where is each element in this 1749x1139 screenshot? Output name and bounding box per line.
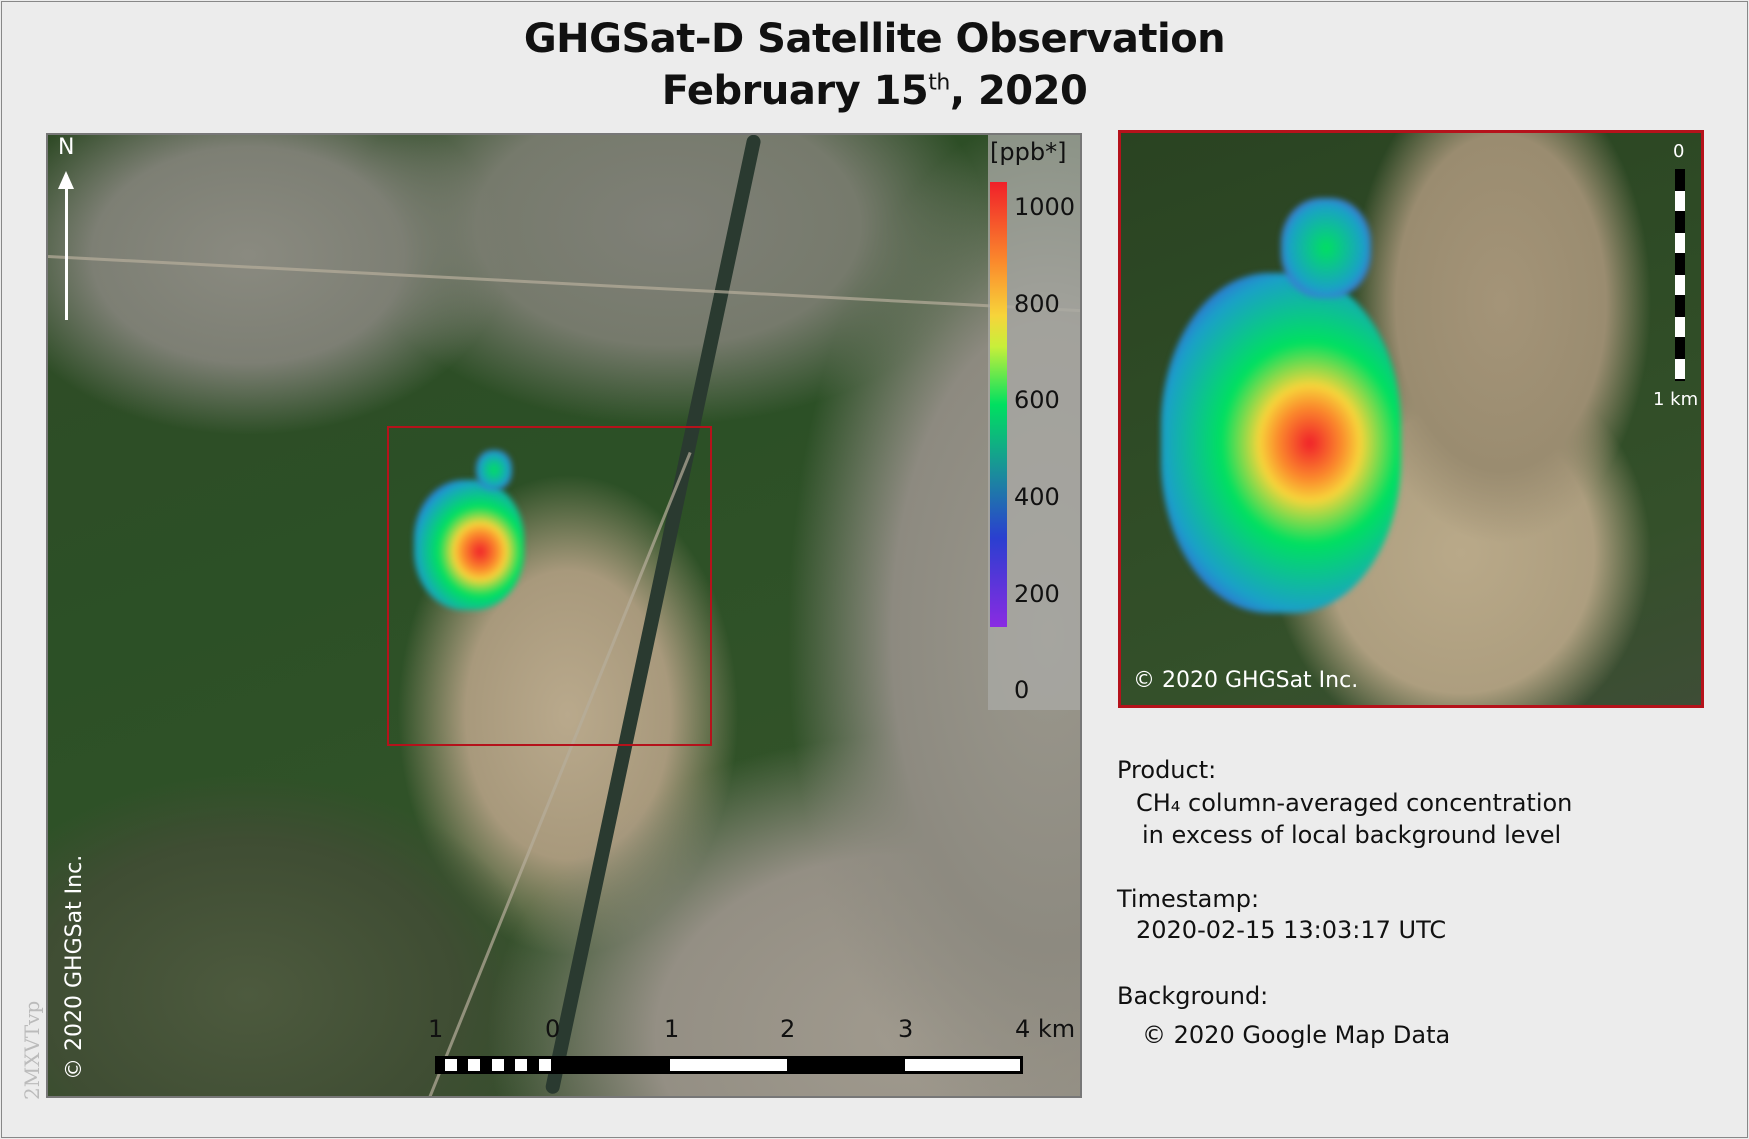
- colorbar-tick: 400: [1014, 483, 1060, 511]
- title-year: , 2020: [949, 68, 1088, 114]
- title-date-suffix: th: [928, 70, 950, 96]
- colorbar: [990, 182, 1007, 627]
- product-line-1: CH₄ column-averaged concentration: [1136, 789, 1573, 817]
- road: [48, 255, 1080, 313]
- scale-label: 2: [780, 1015, 796, 1043]
- colorbar-tick: 800: [1014, 290, 1060, 318]
- watermark: 2MXVTvp: [20, 1000, 44, 1100]
- colorbar-tick: 600: [1014, 386, 1060, 414]
- scale-label: 1: [664, 1015, 680, 1043]
- inset-scale-bottom: 1 km: [1653, 389, 1699, 410]
- methane-plume-lobe-zoomed: [1281, 198, 1371, 298]
- timestamp-label: Timestamp:: [1117, 885, 1260, 913]
- inset-map: 0 1 km © 2020 GHGSat Inc.: [1118, 130, 1704, 708]
- scale-label: 1: [428, 1015, 444, 1043]
- scale-label: 0: [545, 1015, 561, 1043]
- colorbar-tick: 1000: [1014, 193, 1076, 221]
- title-line-2: February 15th, 2020: [0, 68, 1749, 114]
- methane-plume-lobe: [476, 450, 512, 490]
- methane-plume-zoomed: [1161, 273, 1401, 613]
- north-arrow-icon: [58, 171, 74, 320]
- scale-bar: [435, 1056, 1023, 1074]
- title-line-1: GHGSat-D Satellite Observation: [523, 16, 1226, 62]
- satellite-map: N: [46, 133, 1082, 1098]
- timestamp-value: 2020-02-15 13:03:17 UTC: [1136, 916, 1447, 944]
- map-copyright: © 2020 GHGSat Inc.: [62, 854, 87, 1080]
- background-value: © 2020 Google Map Data: [1142, 1021, 1451, 1049]
- inset-copyright: © 2020 GHGSat Inc.: [1133, 668, 1359, 693]
- inset-highlight-box: [387, 426, 712, 746]
- inset-scale-bar: [1675, 169, 1685, 381]
- inset-scale-top: 0: [1673, 141, 1685, 162]
- colorbar-unit: [ppb*]: [990, 138, 1067, 166]
- title-date: February 15: [661, 68, 929, 114]
- colorbar-tick: 200: [1014, 580, 1060, 608]
- scale-label: 4 km: [1015, 1015, 1076, 1043]
- north-label: N: [58, 135, 75, 160]
- product-label: Product:: [1117, 756, 1217, 784]
- scale-label: 3: [898, 1015, 914, 1043]
- product-line-2: in excess of local background level: [1142, 821, 1562, 849]
- background-label: Background:: [1117, 982, 1269, 1010]
- colorbar-tick: 0: [1014, 676, 1030, 704]
- methane-plume: [414, 480, 524, 610]
